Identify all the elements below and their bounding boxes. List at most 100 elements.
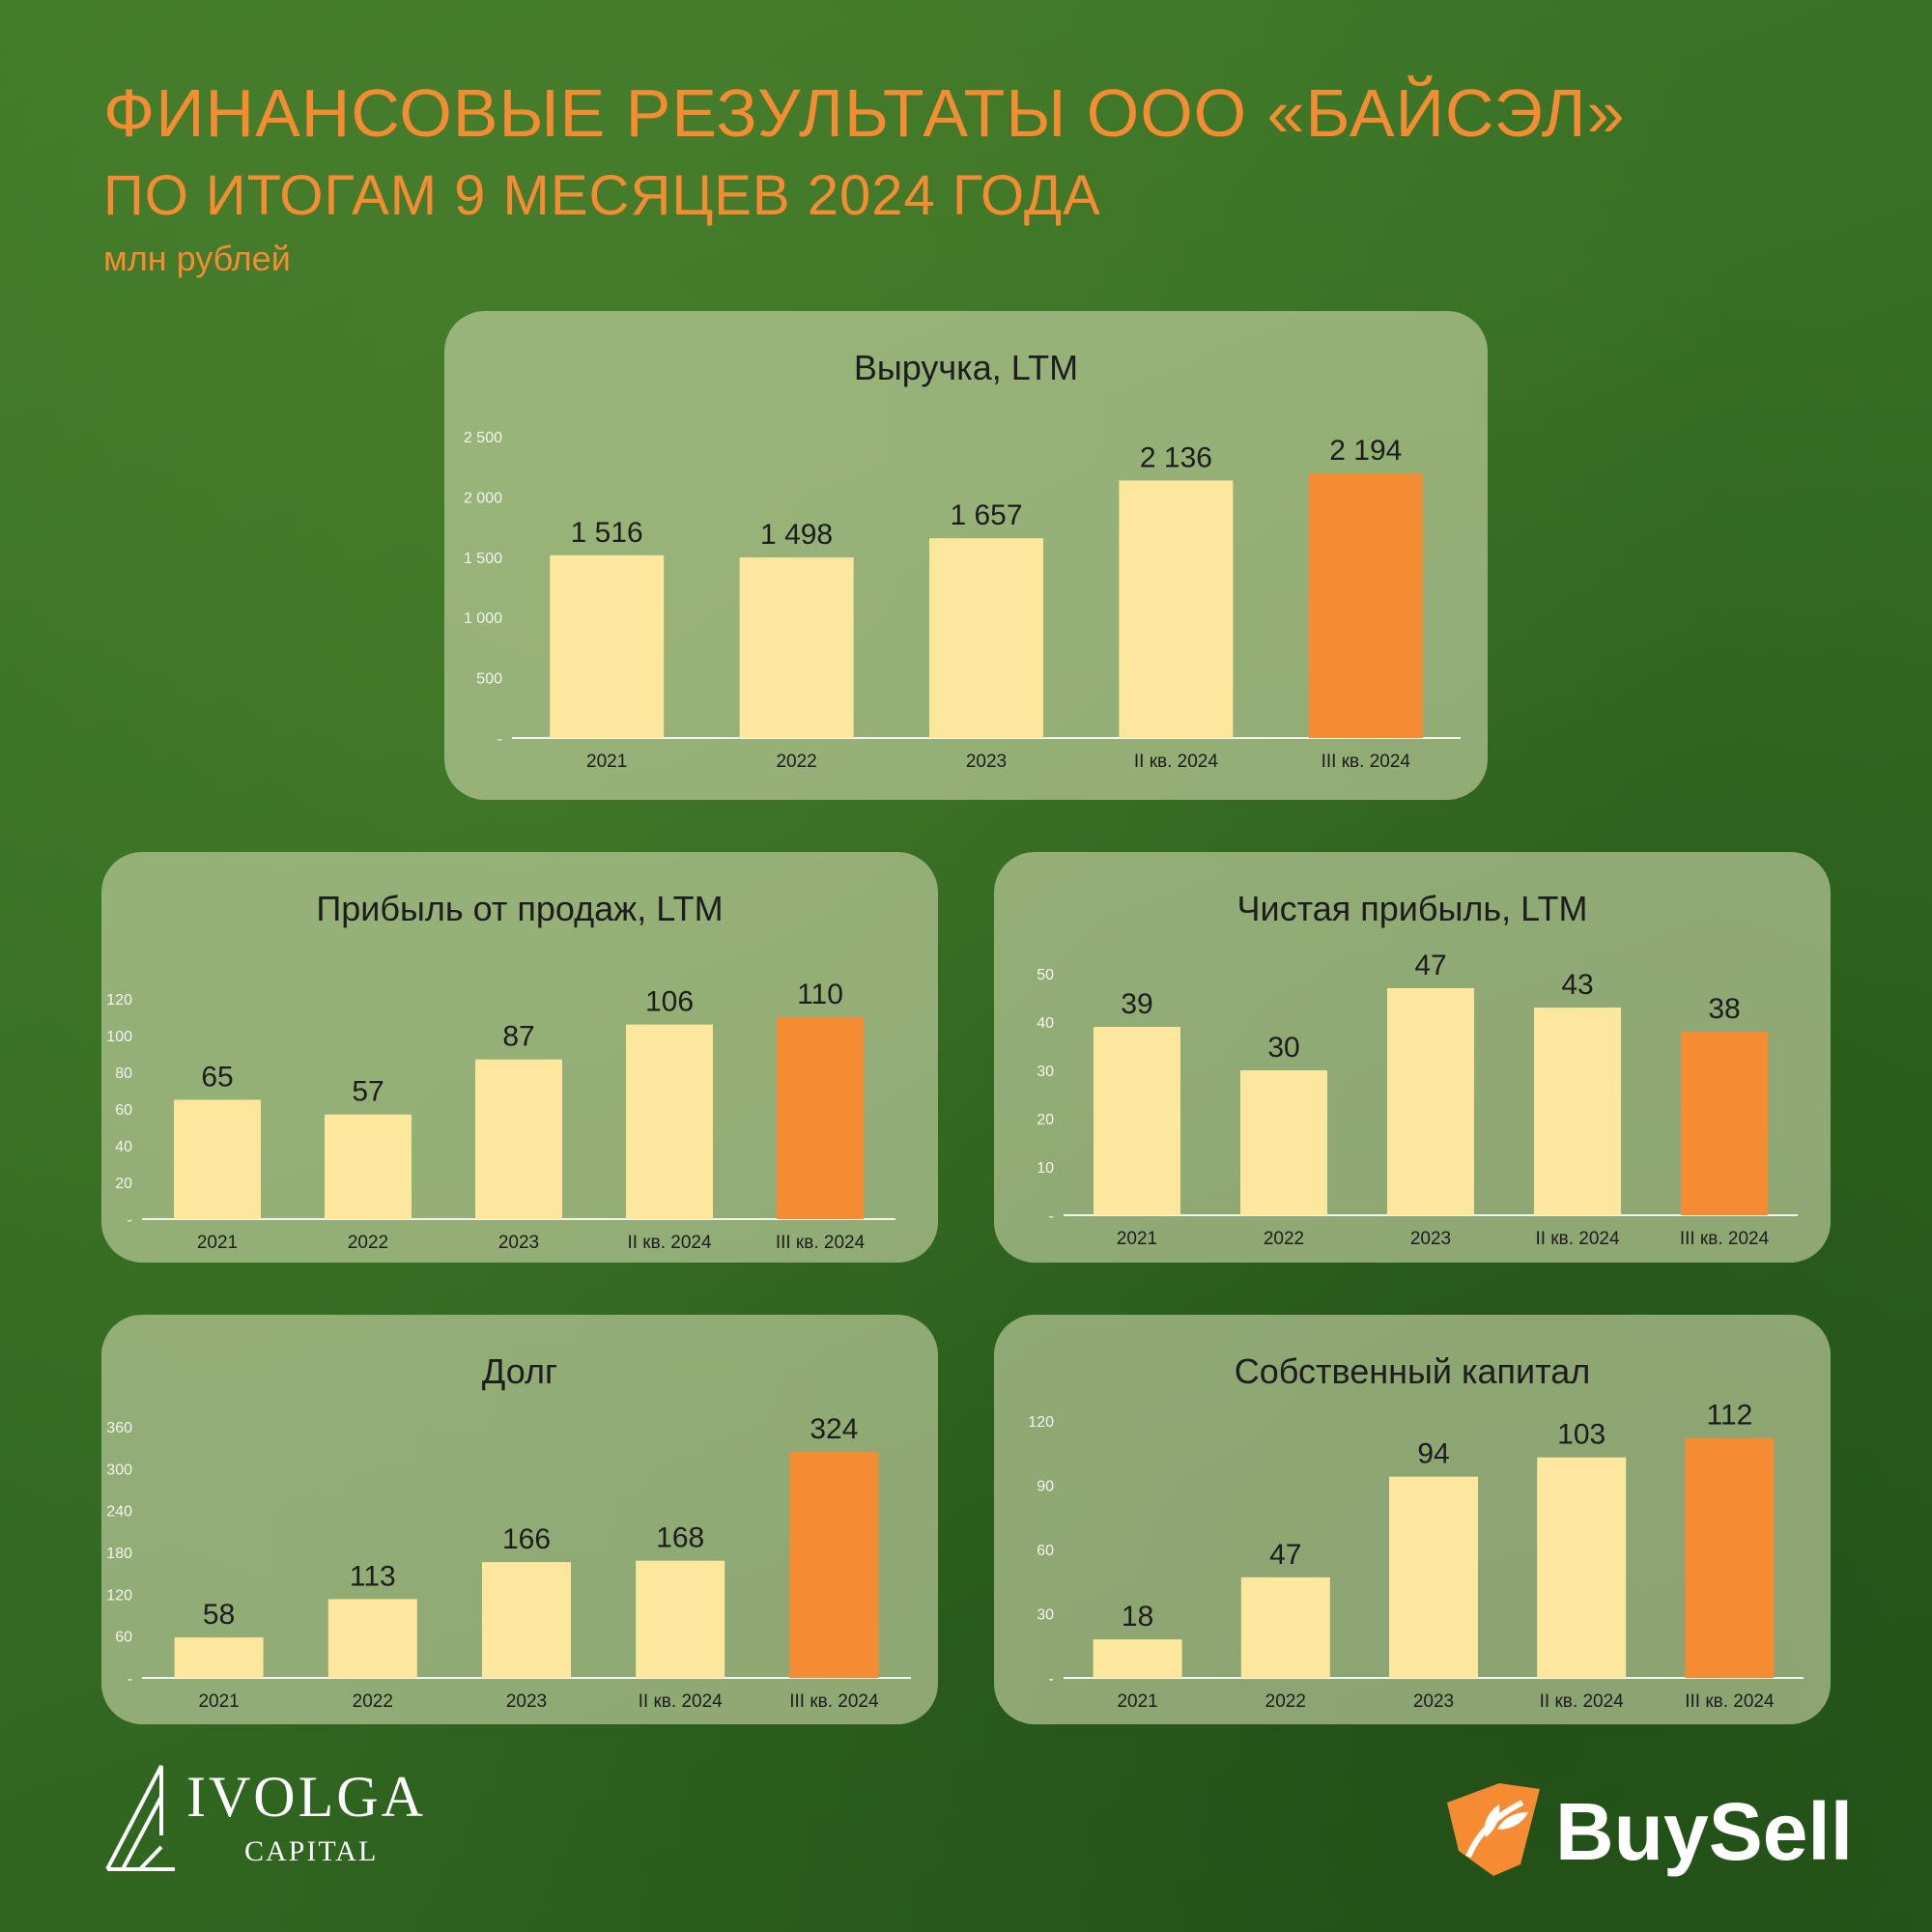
y-tick-label: -	[1049, 1208, 1054, 1225]
bar	[1537, 1457, 1627, 1678]
y-tick-label: 100	[106, 1029, 132, 1045]
debt-chart-card: Долг - 60 120 180 240 300 360 58 2021 113 2022 166 2…	[101, 1315, 938, 1724]
chart-title: Собственный капитал	[1234, 1351, 1591, 1391]
data-label: 47	[1414, 950, 1446, 981]
data-label: 57	[352, 1076, 384, 1108]
x-tick-label: 2022	[1265, 1691, 1306, 1712]
chart-title: Выручка, LTM	[853, 348, 1079, 387]
x-tick-label: 2021	[198, 1691, 239, 1712]
x-tick-label: 2021	[1117, 1229, 1157, 1249]
page-subtitle: ПО ИТОГАМ 9 МЕСЯЦЕВ 2024 ГОДА	[103, 164, 1101, 227]
equity-chart: - 30 60 90 120 18 2021 47 2022 94 2023 103 II кв. 20…	[1028, 1400, 1804, 1712]
x-tick-label: III кв. 2024	[789, 1691, 879, 1712]
bar	[174, 1099, 261, 1219]
x-tick-label: 2021	[1117, 1691, 1157, 1712]
y-tick-label: -	[497, 731, 502, 748]
page-title: ФИНАНСОВЫЕ РЕЗУЛЬТАТЫ ООО «БАЙСЭЛ»	[103, 75, 1626, 151]
bar	[1094, 1027, 1180, 1215]
debt-chart: - 60 120 180 240 300 360 58 2021 113 2022 166 2023 16…	[106, 1413, 911, 1712]
y-tick-label: -	[1049, 1671, 1054, 1688]
data-label: 30	[1267, 1032, 1299, 1064]
bar	[325, 1114, 412, 1219]
sales-profit-chart: - 20 40 60 80 100 120 65 2021 57 2022 87 2023 106 II к…	[106, 979, 895, 1253]
y-tick-label: 30	[1037, 1064, 1054, 1080]
data-label: 65	[201, 1062, 233, 1094]
bar	[1119, 480, 1234, 738]
bar	[739, 557, 854, 738]
bar	[1681, 1032, 1768, 1215]
data-label: 58	[203, 1599, 235, 1631]
buysell-wordmark: BuySell	[1555, 1786, 1854, 1877]
equity-chart-card: Собственный капитал - 30 60 90 120 18 2021 47 20…	[994, 1315, 1831, 1724]
bar	[1534, 1008, 1621, 1215]
data-label: 94	[1417, 1438, 1449, 1470]
x-tick-label: 2023	[966, 752, 1007, 772]
y-tick-label: 60	[115, 1630, 132, 1646]
y-tick-label: 90	[1037, 1479, 1054, 1495]
ivolga-chevron-icon	[105, 1765, 175, 1871]
revenue-chart: - 500 1 000 1 500 2 000 2 500 1 516 2021 1 498 20…	[464, 430, 1461, 772]
y-tick-label: -	[128, 1212, 132, 1229]
bar	[929, 538, 1043, 738]
y-tick-label: 40	[115, 1139, 132, 1155]
x-tick-label: III кв. 2024	[776, 1233, 866, 1253]
bar	[1240, 1070, 1327, 1215]
data-label: 168	[656, 1522, 704, 1554]
data-label: 1 516	[571, 517, 643, 549]
data-label: 2 136	[1140, 441, 1212, 473]
bar	[1389, 1476, 1478, 1678]
x-tick-label: II кв. 2024	[1535, 1229, 1620, 1249]
net-profit-chart-card: Чистая прибыль, LTM - 10 20 30 40 50 39 2021 30 2…	[994, 852, 1831, 1263]
x-tick-label: 2023	[1413, 1691, 1454, 1712]
y-tick-label: 20	[115, 1176, 132, 1192]
y-tick-label: 360	[106, 1420, 132, 1436]
bar	[789, 1452, 879, 1678]
x-tick-label: 2023	[1410, 1229, 1451, 1249]
x-tick-label: III кв. 2024	[1321, 752, 1411, 772]
data-label: 87	[502, 1021, 534, 1053]
x-tick-label: II кв. 2024	[639, 1691, 724, 1712]
revenue-chart-card: Выручка, LTM - 500 1 000 1 500 2 000 2 500 1 5…	[444, 311, 1488, 800]
bar	[475, 1059, 562, 1219]
chart-title: Прибыль от продаж, LTM	[316, 889, 724, 928]
chart-title: Чистая прибыль, LTM	[1236, 889, 1588, 928]
buysell-leaf-icon	[1447, 1783, 1540, 1876]
bar	[636, 1560, 725, 1678]
buysell-logo: BuySell	[1439, 1776, 1853, 1887]
bar	[482, 1562, 571, 1678]
data-label: 1 498	[760, 519, 833, 551]
chart-title: Долг	[481, 1351, 558, 1391]
bar	[626, 1024, 713, 1219]
x-tick-label: 2022	[348, 1233, 388, 1253]
data-label: 38	[1708, 993, 1740, 1025]
x-tick-label: 2023	[506, 1691, 547, 1712]
x-tick-label: III кв. 2024	[1680, 1229, 1770, 1249]
data-label: 106	[645, 986, 694, 1018]
bar	[1308, 473, 1423, 738]
y-tick-label: -	[128, 1671, 132, 1688]
y-tick-label: 40	[1037, 1015, 1054, 1032]
x-tick-label: III кв. 2024	[1685, 1691, 1775, 1712]
x-tick-label: II кв. 2024	[1540, 1691, 1625, 1712]
data-label: 110	[797, 979, 843, 1010]
data-label: 166	[502, 1523, 551, 1555]
y-tick-label: 1 000	[464, 611, 502, 627]
data-label: 1 657	[950, 499, 1022, 531]
x-tick-label: 2022	[353, 1691, 393, 1712]
bar	[1685, 1437, 1775, 1678]
data-label: 47	[1269, 1539, 1301, 1571]
y-tick-label: 20	[1037, 1112, 1054, 1128]
ivolga-submark: CAPITAL	[244, 1835, 379, 1867]
y-tick-label: 300	[106, 1462, 132, 1478]
unit-label: млн рублей	[103, 239, 291, 278]
y-tick-label: 2 500	[464, 430, 502, 446]
bar	[1240, 1577, 1330, 1678]
sales-profit-chart-card: Прибыль от продаж, LTM - 20 40 60 80 100 120 65…	[101, 852, 938, 1263]
data-label: 39	[1121, 988, 1152, 1020]
x-tick-label: II кв. 2024	[1134, 752, 1219, 772]
bar	[1093, 1639, 1182, 1678]
data-label: 113	[350, 1560, 396, 1592]
y-tick-label: 120	[1028, 1414, 1054, 1431]
y-tick-label: 1 500	[464, 551, 502, 567]
data-label: 103	[1557, 1419, 1605, 1451]
